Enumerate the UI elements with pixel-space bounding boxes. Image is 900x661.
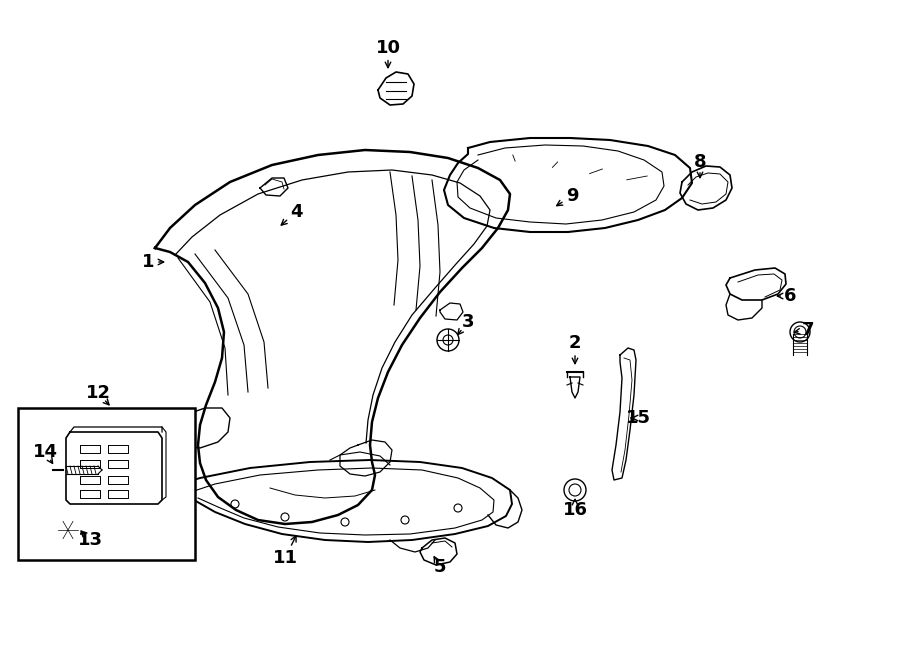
Bar: [18, 408, 195, 560]
Text: 11: 11: [273, 549, 298, 567]
Text: 7: 7: [802, 321, 814, 339]
Text: 16: 16: [562, 501, 588, 519]
Text: 12: 12: [86, 384, 111, 402]
Text: 6: 6: [784, 287, 796, 305]
Text: 1: 1: [142, 253, 154, 271]
Text: 3: 3: [462, 313, 474, 331]
Text: 4: 4: [290, 203, 302, 221]
Text: 13: 13: [77, 531, 103, 549]
Text: 15: 15: [626, 409, 651, 427]
Text: 2: 2: [569, 334, 581, 352]
Text: 8: 8: [694, 153, 706, 171]
Text: 5: 5: [434, 558, 446, 576]
Text: 10: 10: [375, 39, 401, 57]
Text: 9: 9: [566, 187, 578, 205]
Text: 14: 14: [32, 443, 58, 461]
